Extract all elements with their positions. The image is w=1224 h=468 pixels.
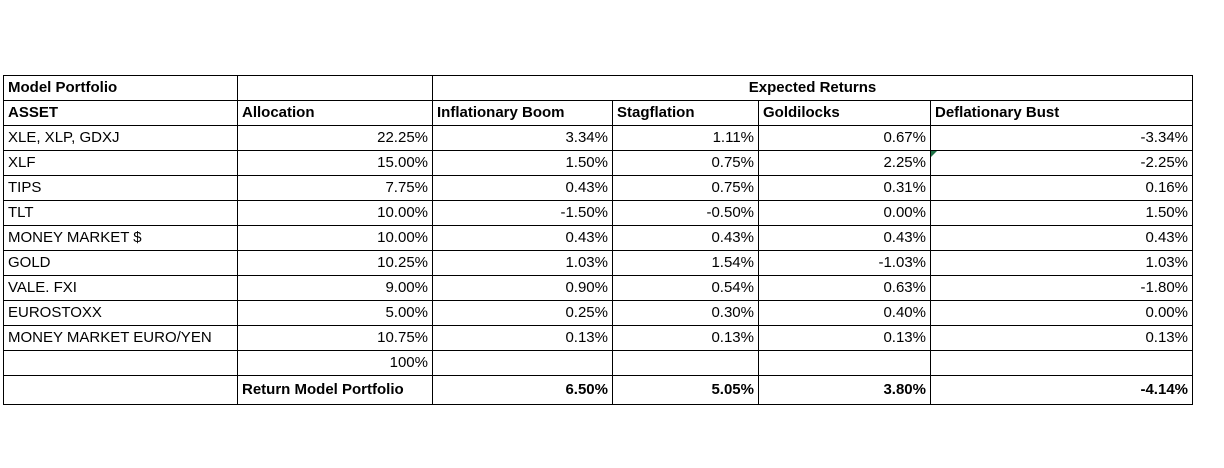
scenario-return-cell[interactable]: 1.50% [930,200,1193,226]
scenario-return-cell[interactable]: 1.50% [432,150,613,176]
scenario-return-cell[interactable]: 3.34% [432,125,613,151]
allocation-cell[interactable]: 9.00% [237,275,433,301]
scenario-return-cell[interactable]: -1.03% [758,250,931,276]
return-label-cell[interactable]: Return Model Portfolio [237,375,433,405]
scenario-return-cell[interactable]: 2.25% [758,150,931,176]
column-header-deflationary-bust[interactable]: Deflationary Bust [930,100,1193,126]
scenario-return-cell[interactable]: 1.03% [432,250,613,276]
column-header-inflationary-boom[interactable]: Inflationary Boom [432,100,613,126]
expected-returns-merged-header[interactable]: Expected Returns [432,75,1193,101]
return-inflationary-boom-cell[interactable]: 6.50% [432,375,613,405]
asset-cell[interactable]: VALE. FXI [3,275,238,301]
return-goldilocks-cell[interactable]: 3.80% [758,375,931,405]
allocation-cell[interactable]: 10.00% [237,225,433,251]
asset-cell[interactable]: MONEY MARKET $ [3,225,238,251]
cell-error-flag-icon [931,151,937,157]
allocation-cell[interactable]: 10.25% [237,250,433,276]
scenario-return-cell[interactable]: 0.00% [758,200,931,226]
scenario-return-cell[interactable]: 0.30% [612,300,759,326]
blank-cell[interactable] [3,350,238,376]
total-allocation-row: 100% [3,350,1193,376]
scenario-return-cell[interactable]: 0.40% [758,300,931,326]
table-row: GOLD 10.25% 1.03% 1.54% -1.03% 1.03% [3,250,1193,276]
table-row: XLF 15.00% 1.50% 0.75% 2.25% -2.25% [3,150,1193,176]
asset-cell[interactable]: GOLD [3,250,238,276]
table-row: VALE. FXI 9.00% 0.90% 0.54% 0.63% -1.80% [3,275,1193,301]
asset-cell[interactable]: EUROSTOXX [3,300,238,326]
scenario-return-cell[interactable]: -3.34% [930,125,1193,151]
asset-rows-body: XLE, XLP, GDXJ 22.25% 3.34% 1.11% 0.67% -3.34… [3,125,1193,351]
table-row: XLE, XLP, GDXJ 22.25% 3.34% 1.11% 0.67% -3.34… [3,125,1193,151]
scenario-return-cell[interactable]: 0.13% [612,325,759,351]
allocation-cell[interactable]: 10.75% [237,325,433,351]
asset-cell[interactable]: MONEY MARKET EURO/YEN [3,325,238,351]
scenario-return-cell[interactable]: 0.13% [758,325,931,351]
column-header-allocation[interactable]: Allocation [237,100,433,126]
scenario-return-cell[interactable]: 0.16% [930,175,1193,201]
scenario-return-cell[interactable]: 0.31% [758,175,931,201]
asset-cell[interactable]: TLT [3,200,238,226]
asset-cell[interactable]: XLE, XLP, GDXJ [3,125,238,151]
allocation-cell[interactable]: 15.00% [237,150,433,176]
scenario-return-cell[interactable]: 1.03% [930,250,1193,276]
table-row: MONEY MARKET EURO/YEN 10.75% 0.13% 0.13% 0.1… [3,325,1193,351]
scenario-return-cell[interactable]: 0.43% [432,175,613,201]
column-header-row: ASSET Allocation Inflationary Boom Stagf… [3,100,1193,126]
scenario-return-cell[interactable]: -1.80% [930,275,1193,301]
scenario-return-cell[interactable]: 0.90% [432,275,613,301]
scenario-return-cell[interactable]: -2.25% [930,150,1193,176]
scenario-return-cell[interactable]: 1.11% [612,125,759,151]
title-cell[interactable]: Model Portfolio [3,75,238,101]
scenario-return-cell[interactable]: 0.43% [758,225,931,251]
scenario-return-cell[interactable]: 0.25% [432,300,613,326]
asset-cell[interactable]: TIPS [3,175,238,201]
scenario-return-cell[interactable]: 0.13% [930,325,1193,351]
table-title-row: Model Portfolio Expected Returns [3,75,1193,101]
allocation-cell[interactable]: 5.00% [237,300,433,326]
return-deflationary-bust-cell[interactable]: -4.14% [930,375,1193,405]
scenario-return-cell[interactable]: 0.75% [612,150,759,176]
blank-cell[interactable] [930,350,1193,376]
allocation-cell[interactable]: 22.25% [237,125,433,151]
total-allocation-cell[interactable]: 100% [237,350,433,376]
scenario-return-cell[interactable]: 0.43% [930,225,1193,251]
scenario-return-cell[interactable]: 0.43% [612,225,759,251]
table-row: TIPS 7.75% 0.43% 0.75% 0.31% 0.16% [3,175,1193,201]
blank-cell[interactable] [612,350,759,376]
scenario-return-cell[interactable]: 0.67% [758,125,931,151]
column-header-goldilocks[interactable]: Goldilocks [758,100,931,126]
table-row: EUROSTOXX 5.00% 0.25% 0.30% 0.40% 0.00% [3,300,1193,326]
return-stagflation-cell[interactable]: 5.05% [612,375,759,405]
column-header-asset[interactable]: ASSET [3,100,238,126]
blank-cell[interactable] [758,350,931,376]
scenario-return-cell[interactable]: -0.50% [612,200,759,226]
scenario-return-cell[interactable]: 0.13% [432,325,613,351]
table-row: TLT 10.00% -1.50% -0.50% 0.00% 1.50% [3,200,1193,226]
scenario-return-cell[interactable]: 0.75% [612,175,759,201]
blank-cell[interactable] [237,75,433,101]
allocation-cell[interactable]: 7.75% [237,175,433,201]
scenario-return-cell[interactable]: 1.54% [612,250,759,276]
allocation-cell[interactable]: 10.00% [237,200,433,226]
blank-cell[interactable] [432,350,613,376]
scenario-return-cell[interactable]: 0.43% [432,225,613,251]
scenario-return-cell[interactable]: -1.50% [432,200,613,226]
table-row: MONEY MARKET $10.00% 0.43% 0.43% 0.43% 0.43% [3,225,1193,251]
asset-cell[interactable]: XLF [3,150,238,176]
blank-cell[interactable] [3,375,238,405]
return-model-portfolio-row: Return Model Portfolio 6.50% 5.05% 3.80%… [3,375,1193,405]
scenario-return-cell[interactable]: 0.00% [930,300,1193,326]
model-portfolio-table: Model Portfolio Expected Returns ASSET A… [3,75,1193,405]
column-header-stagflation[interactable]: Stagflation [612,100,759,126]
scenario-return-cell[interactable]: 0.63% [758,275,931,301]
scenario-return-cell[interactable]: 0.54% [612,275,759,301]
